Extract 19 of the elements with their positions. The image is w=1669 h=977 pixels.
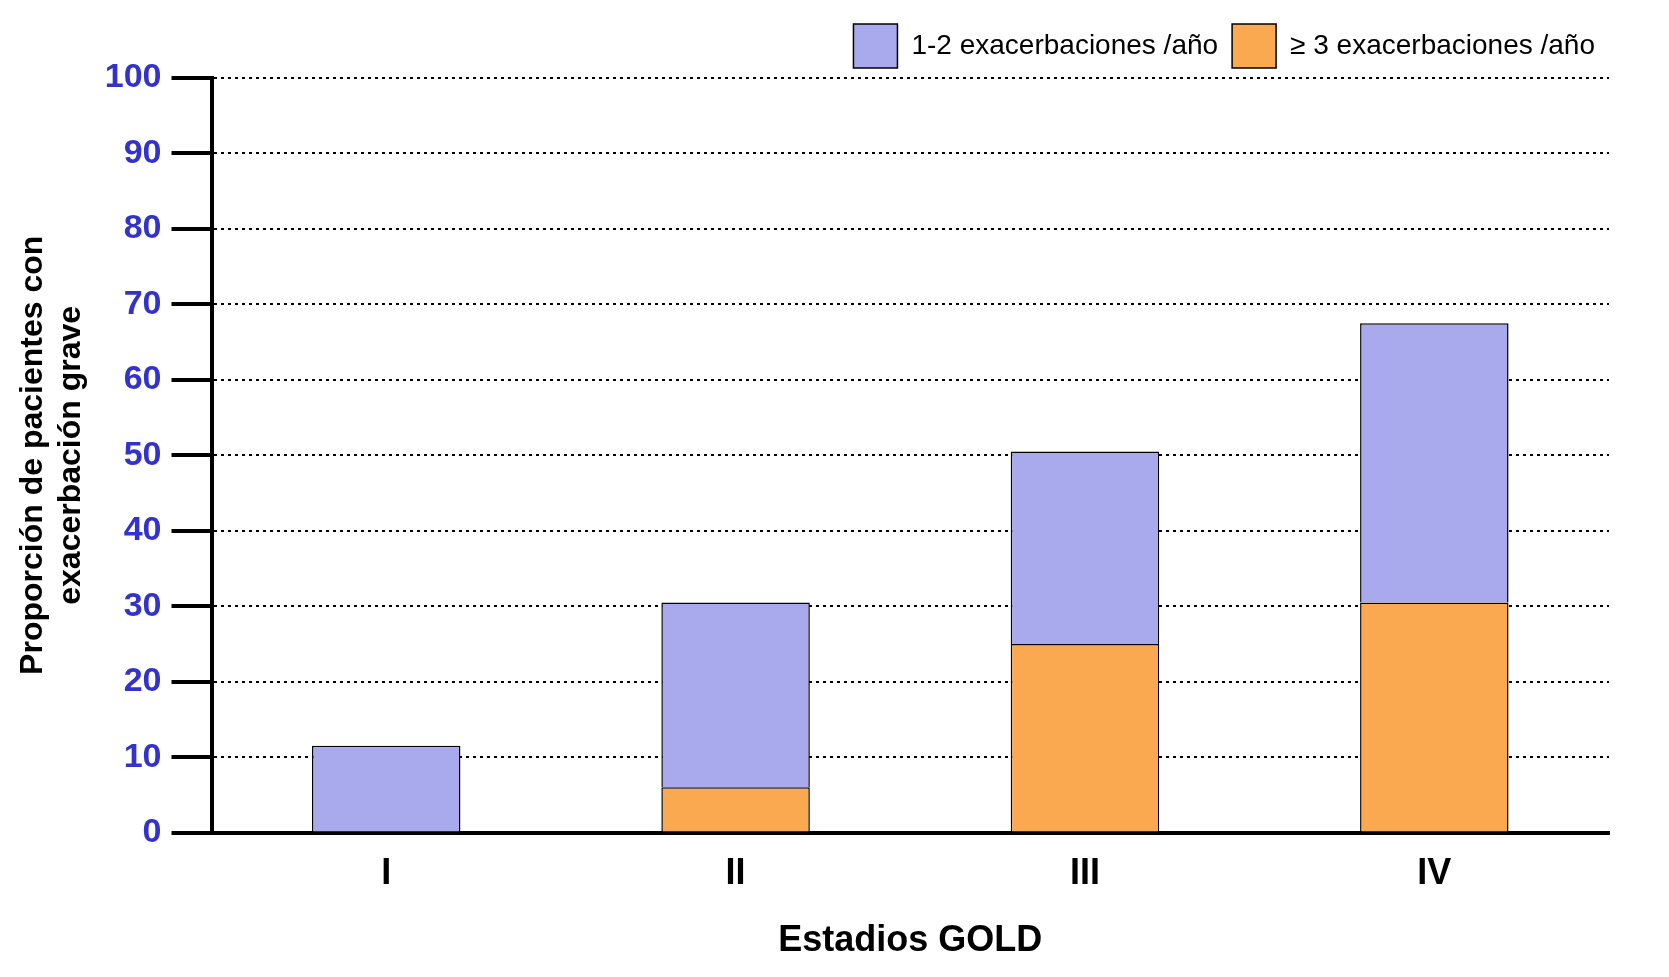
- x-tick-label: III: [1069, 851, 1100, 893]
- x-tick-label: IV: [1417, 851, 1452, 893]
- y-tick-label: 10: [123, 735, 162, 774]
- y-tick-label: 100: [104, 56, 162, 95]
- y-tick-label: 0: [142, 810, 162, 849]
- x-tick-label: I: [381, 851, 392, 893]
- y-tick-label: 40: [123, 509, 162, 548]
- y-axis-title: Proporción de pacientes con exacerbación grave: [13, 235, 88, 675]
- y-tick-label: 70: [123, 282, 162, 321]
- y-tick-label: 90: [123, 131, 162, 170]
- x-tick-label: II: [725, 851, 746, 893]
- legend-label: ≥ 3 exacerbaciones /año: [1290, 28, 1596, 60]
- y-tick-label: 50: [123, 433, 162, 472]
- y-tick-label: 80: [123, 207, 162, 246]
- legend-label: 1-2 exacerbaciones /año: [911, 28, 1219, 60]
- y-tick-label: 20: [123, 660, 162, 699]
- y-tick-label: 60: [123, 358, 162, 397]
- y-tick-label: 30: [123, 584, 162, 623]
- x-axis-title: Estadios GOLD: [778, 918, 1043, 960]
